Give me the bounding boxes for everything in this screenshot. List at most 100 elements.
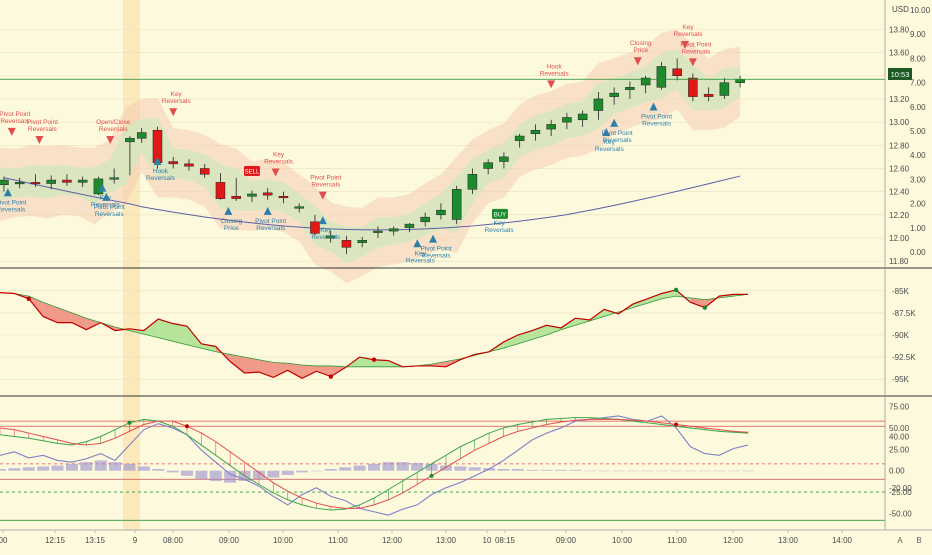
price-tick-label: 12.40 [889, 188, 910, 197]
histogram-bar [51, 465, 64, 471]
signal-label: Hook [153, 168, 169, 175]
x-tick-label: 13:00 [778, 536, 799, 545]
histogram-bar [296, 470, 309, 473]
candle-body [30, 182, 41, 185]
x-tick-label: 10:00 [273, 536, 294, 545]
signal-label: Reversals [264, 158, 294, 165]
reversal-up-arrow [102, 192, 111, 201]
signal-label: Key [682, 24, 694, 31]
signal-label: Reversals [99, 126, 129, 133]
bottom-cross-dot [127, 420, 132, 425]
signal-label: Key [604, 139, 616, 146]
mid-fill-segment [431, 361, 446, 367]
candle-body [420, 216, 430, 223]
reversal-down-arrow [547, 80, 556, 89]
middle-panel[interactable] [0, 287, 885, 380]
histogram-bar [22, 467, 35, 471]
mid-fill-segment [129, 328, 144, 335]
signal-label: Price [224, 225, 239, 232]
histogram-bar [353, 465, 366, 471]
reversal-up-arrow [610, 118, 619, 127]
current-price-badge-text: 10:53 [891, 70, 910, 79]
reversal-up-arrow [649, 102, 658, 111]
signal-label: Pivot Point [602, 130, 633, 137]
mid-fill-segment [57, 307, 72, 323]
candle-body [688, 77, 698, 97]
current-price-badge[interactable] [888, 68, 912, 80]
secondary-axis-letter: B [916, 536, 921, 545]
candle-body [294, 206, 304, 209]
signal-label: Reversals [0, 206, 26, 213]
histogram-bar [339, 467, 352, 471]
histogram-bar [368, 463, 380, 471]
axis-unit-label: USD [892, 5, 909, 14]
histogram-bar [569, 469, 582, 471]
candle-body [483, 162, 493, 169]
signal-label: Key [493, 220, 505, 227]
bottom-cross-dot [185, 424, 189, 429]
x-tick-label: 12:15 [45, 536, 66, 545]
x-tick-label: 08:00 [163, 536, 184, 545]
price-tick-label: 12.80 [889, 141, 910, 150]
reversal-down-arrow [106, 136, 115, 145]
signal-label: Closing [630, 40, 652, 47]
mid-fill-segment [187, 326, 202, 349]
bottom-tick-label: -25.00 [889, 488, 912, 497]
mid-fill-segment [690, 297, 705, 308]
signal-label: Pivot Point [641, 114, 672, 121]
histogram-bar [526, 469, 539, 471]
candle-body [609, 92, 619, 97]
candle-body [310, 221, 320, 234]
signal-label: Pivot Point [27, 119, 58, 126]
signal-label: Pivot Point [310, 175, 341, 182]
candle-body [546, 124, 556, 130]
reversal-down-arrow [681, 40, 690, 49]
reversal-up-arrow [318, 216, 327, 225]
mid-cross-dot [371, 357, 377, 362]
signal-label: Key [320, 227, 332, 234]
histogram-bar [742, 470, 754, 472]
histogram-bar [267, 470, 280, 478]
signal-label: Reversals [91, 202, 121, 209]
secondary-tick-label: 10.00 [910, 6, 931, 15]
candle-body [109, 177, 119, 180]
histogram-bar [583, 470, 596, 472]
histogram-bar [411, 463, 424, 471]
secondary-tick-label: 7.00 [910, 79, 926, 88]
x-tick-label: 09:00 [556, 536, 577, 545]
signal-label: Pivot Point [421, 246, 452, 253]
candle-body [184, 163, 194, 167]
secondary-tick-label: 3.00 [910, 175, 926, 184]
candle-body [341, 240, 352, 248]
histogram-bar [626, 470, 639, 472]
price-tick-label: 12.60 [889, 164, 910, 173]
bottom-tick-label: 40.00 [889, 432, 910, 441]
price-panel[interactable]: Pivot Point Reversals Pivot Point Reversals… [0, 24, 885, 284]
sell-marker [243, 165, 260, 176]
bottom-tick-label: -50.00 [889, 509, 912, 518]
histogram-bar [224, 470, 237, 483]
bottom-red-line [0, 418, 749, 509]
histogram-bar [8, 468, 21, 471]
secondary-tick-label: 8.00 [910, 54, 926, 63]
mid-fill-segment [374, 359, 389, 367]
candle-body [125, 138, 135, 143]
x-tick-label: 13:15 [85, 536, 106, 545]
candle-body [0, 179, 9, 185]
x-tick-label: 11:00 [328, 536, 348, 545]
bottom-tick-label: 75.00 [889, 403, 910, 412]
mid-fill-segment [230, 354, 245, 373]
auto-scale-toggle[interactable]: A [897, 536, 903, 545]
mid-fill-segment [172, 323, 187, 345]
candle-body [562, 117, 572, 123]
mid-tick-label: -87.5K [892, 309, 916, 318]
price-tick-label: 12.00 [889, 234, 910, 243]
mid-fill-segment [632, 298, 648, 308]
secondary-tick-label: 5.00 [910, 127, 926, 136]
price-tick-label: 12.20 [889, 211, 910, 220]
signal-label: Reversals [540, 70, 570, 77]
bottom-panel[interactable] [0, 415, 885, 521]
candle-body [577, 113, 588, 121]
